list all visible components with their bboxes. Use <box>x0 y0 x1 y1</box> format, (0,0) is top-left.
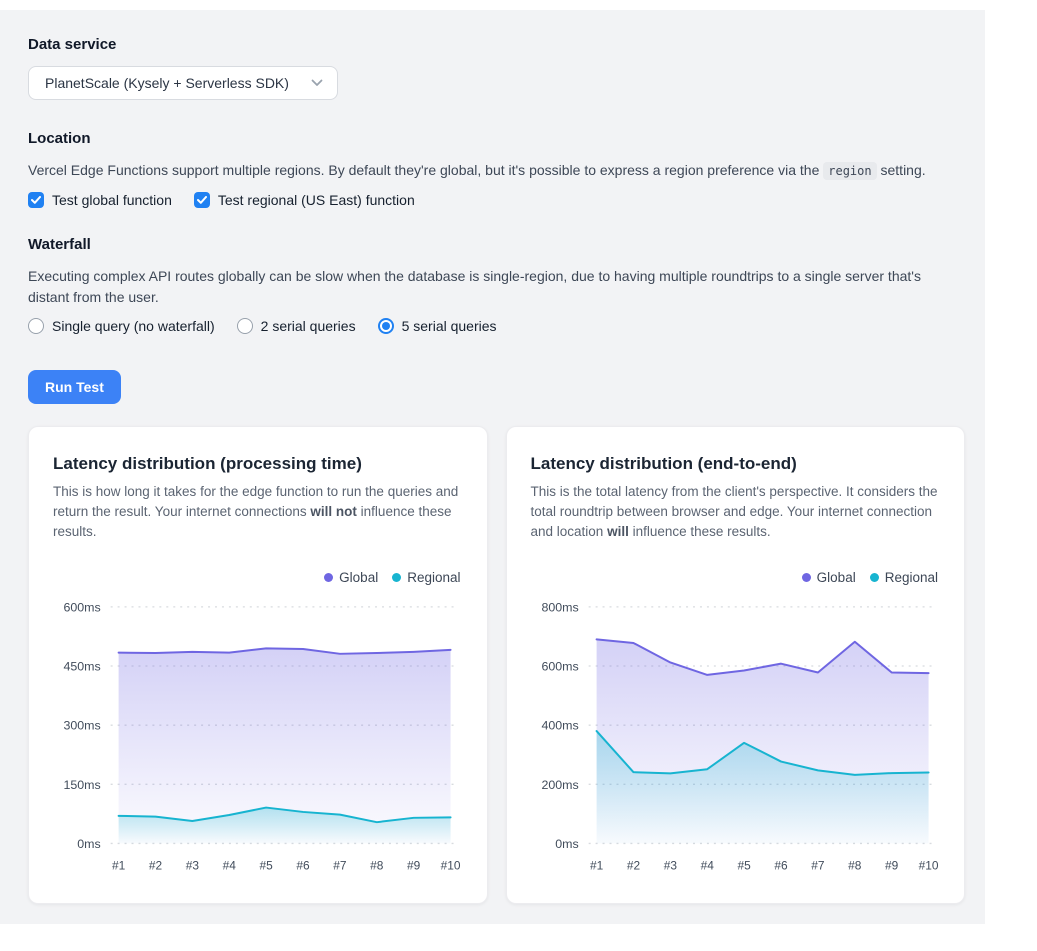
svg-text:#6: #6 <box>296 858 310 872</box>
svg-text:#8: #8 <box>848 858 862 872</box>
chart-cards-row: Latency distribution (processing time) T… <box>28 426 965 905</box>
location-description: Vercel Edge Functions support multiple r… <box>28 160 965 182</box>
svg-text:600ms: 600ms <box>541 660 578 674</box>
data-service-select[interactable]: PlanetScale (Kysely + Serverless SDK) <box>28 66 338 100</box>
legend-dot-icon <box>324 573 334 582</box>
checkbox-icon[interactable] <box>28 192 44 208</box>
card-description-bold: will <box>607 524 629 539</box>
location-checkbox-row: Test global function Test regional (US E… <box>28 192 965 208</box>
svg-text:#5: #5 <box>260 858 274 872</box>
radio-label: 5 serial queries <box>401 318 497 334</box>
chart-legend: Global Regional <box>531 570 938 585</box>
legend-item-regional: Regional <box>869 570 938 585</box>
svg-text:#10: #10 <box>441 858 461 872</box>
legend-dot-icon <box>392 573 402 582</box>
legend-dot-icon <box>801 573 811 582</box>
card-description-text: This is how long it takes for the edge f… <box>53 484 459 519</box>
radio-icon[interactable] <box>236 318 253 334</box>
checkbox-test-regional-function[interactable]: Test regional (US East) function <box>193 192 415 208</box>
radio-icon[interactable] <box>377 318 394 334</box>
card-description-tail: influence these results. <box>628 524 771 539</box>
chart-svg: 800ms 600ms 400ms 200ms 0ms #1 #2 #3 #4 #5 #6 #7 #8 #… <box>541 600 938 872</box>
card-latency-end-to-end: Latency distribution (end-to-end) This i… <box>505 426 965 905</box>
svg-text:0ms: 0ms <box>77 837 100 851</box>
data-service-select-value: PlanetScale (Kysely + Serverless SDK) <box>45 75 289 91</box>
location-description-tail: setting. <box>876 162 926 178</box>
radio-label: Single query (no waterfall) <box>52 318 215 334</box>
svg-text:#9: #9 <box>885 858 899 872</box>
svg-text:600ms: 600ms <box>63 600 100 614</box>
svg-text:#10: #10 <box>918 858 938 872</box>
svg-text:200ms: 200ms <box>541 778 578 792</box>
svg-text:#6: #6 <box>774 858 788 872</box>
chart-svg: 600ms 450ms 300ms 150ms 0ms #1 #2 #3 #4 #5 #6 #7 #8 #… <box>63 600 461 872</box>
svg-text:#4: #4 <box>223 858 237 872</box>
card-description-tail: influence these results. <box>53 504 452 539</box>
location-heading: Location <box>28 130 91 147</box>
radio-5-serial-queries[interactable]: 5 serial queries <box>377 318 497 334</box>
run-test-button[interactable]: Run Test <box>28 370 121 404</box>
svg-text:#9: #9 <box>407 858 421 872</box>
card-description-text: This is the total latency from the clien… <box>530 484 938 539</box>
svg-text:300ms: 300ms <box>63 719 100 733</box>
card-latency-processing: Latency distribution (processing time) T… <box>28 426 488 905</box>
checkbox-test-global-function[interactable]: Test global function <box>28 192 172 208</box>
svg-text:#1: #1 <box>589 858 603 872</box>
legend-label: Regional <box>884 570 938 585</box>
svg-text:#2: #2 <box>626 858 640 872</box>
svg-text:#2: #2 <box>149 858 163 872</box>
data-service-heading: Data service <box>28 36 117 53</box>
svg-text:450ms: 450ms <box>63 660 100 674</box>
radio-single-query[interactable]: Single query (no waterfall) <box>28 318 215 334</box>
app-panel: Data service PlanetScale (Kysely + Serve… <box>0 10 985 925</box>
radio-icon[interactable] <box>28 318 44 334</box>
latency-end-to-end-chart: 800ms 600ms 400ms 200ms 0ms #1 #2 #3 #4 #5 #6 #7 #8 #… <box>531 591 941 881</box>
waterfall-description: Executing complex API routes globally ca… <box>28 268 921 305</box>
svg-text:#8: #8 <box>370 858 384 872</box>
legend-item-global: Global <box>324 570 378 585</box>
card-description: This is how long it takes for the edge f… <box>53 482 463 542</box>
checkbox-label: Test regional (US East) function <box>217 192 415 208</box>
svg-text:#4: #4 <box>700 858 714 872</box>
checkbox-label: Test global function <box>52 192 172 208</box>
svg-text:#3: #3 <box>186 858 200 872</box>
svg-text:0ms: 0ms <box>555 837 578 851</box>
legend-item-global: Global <box>801 570 856 585</box>
legend-label: Regional <box>407 570 461 585</box>
legend-label: Global <box>816 570 856 585</box>
waterfall-radio-row: Single query (no waterfall) 2 serial que… <box>28 318 965 334</box>
legend-item-regional: Regional <box>392 570 461 585</box>
svg-text:#7: #7 <box>811 858 825 872</box>
waterfall-heading: Waterfall <box>28 236 91 253</box>
legend-dot-icon <box>869 573 879 582</box>
card-description-bold: will not <box>310 504 357 519</box>
svg-text:400ms: 400ms <box>541 719 578 733</box>
svg-text:#5: #5 <box>737 858 751 872</box>
region-code-chip: region <box>823 162 877 180</box>
chevron-down-icon <box>311 79 323 87</box>
location-description-text: Vercel Edge Functions support multiple r… <box>28 162 824 178</box>
radio-2-serial-queries[interactable]: 2 serial queries <box>236 318 356 334</box>
card-title: Latency distribution (processing time) <box>53 454 362 473</box>
card-description: This is the total latency from the clien… <box>531 482 941 542</box>
checkbox-icon[interactable] <box>193 192 210 208</box>
chart-legend: Global Regional <box>53 570 461 585</box>
svg-text:150ms: 150ms <box>63 778 100 792</box>
card-title: Latency distribution (end-to-end) <box>530 454 797 473</box>
latency-processing-chart: 600ms 450ms 300ms 150ms 0ms #1 #2 #3 #4 #5 #6 #7 #8 #… <box>53 591 463 881</box>
svg-text:#3: #3 <box>663 858 677 872</box>
radio-label: 2 serial queries <box>260 318 356 334</box>
svg-text:#7: #7 <box>333 858 347 872</box>
svg-text:800ms: 800ms <box>541 600 578 614</box>
legend-label: Global <box>339 570 379 585</box>
svg-text:#1: #1 <box>112 858 126 872</box>
